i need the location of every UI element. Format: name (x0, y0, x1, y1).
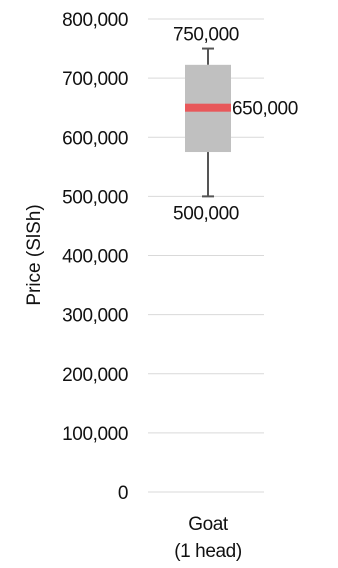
y-tick-label: 0 (118, 483, 128, 504)
annotations: 750,000 650,000 500,000 (173, 25, 298, 225)
x-axis-categories: Goat (1 head) (174, 514, 242, 562)
y-tick-label: 200,000 (62, 365, 128, 386)
x-category-label: Goat (188, 514, 229, 535)
boxes (185, 47, 231, 198)
data-label: 750,000 (173, 25, 239, 46)
y-tick-label: 300,000 (62, 306, 128, 327)
data-label: 500,000 (173, 203, 239, 224)
y-axis-label: Price (SlSh) (24, 204, 45, 305)
median-line (185, 103, 231, 112)
y-tick-label: 800,000 (62, 10, 128, 31)
y-tick-label: 100,000 (62, 424, 128, 445)
x-category-label: (1 head) (174, 541, 242, 562)
y-tick-label: 500,000 (62, 187, 128, 208)
y-tick-label: 700,000 (62, 69, 128, 90)
data-label: 650,000 (232, 99, 298, 120)
y-axis-ticks: 0 100,000 200,000 300,000 400,000 500,000 600,… (62, 10, 128, 504)
y-tick-label: 600,000 (62, 128, 128, 149)
y-tick-label: 400,000 (62, 247, 128, 268)
